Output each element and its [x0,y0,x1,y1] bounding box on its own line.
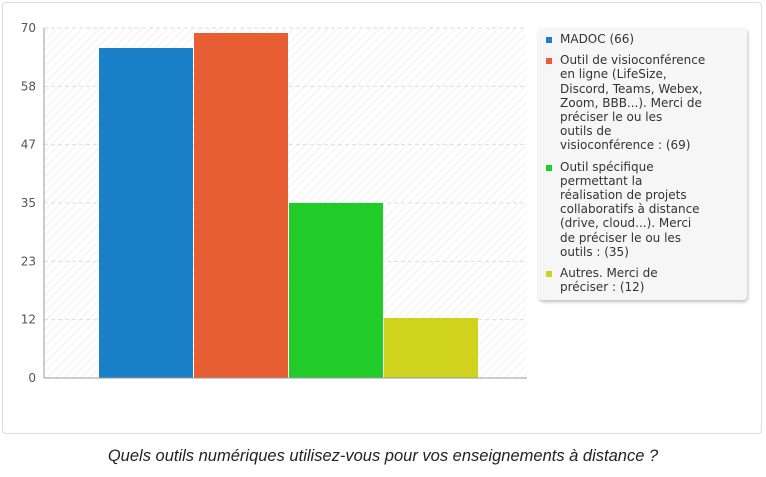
legend-item: MADOC (66) [546,32,741,46]
legend-item: Autres. Merci de préciser : (12) [546,266,741,294]
y-tick-label: 58 [21,79,36,93]
legend: MADOC (66) Outil de visioconférence en lig… [538,28,747,300]
legend-label: Discord, Teams, Webex, [560,81,703,96]
legend-label: de préciser le ou les [560,230,682,245]
bar [384,318,478,378]
legend-label: (drive, cloud...). Merci [560,216,692,231]
legend-swatch [546,37,552,43]
legend-label: Autres. Merci de [560,266,658,281]
legend-swatch [546,271,552,278]
y-tick-label: 70 [21,21,36,35]
legend-item: Outil de visioconférence en ligne (LifeSi… [546,53,741,152]
y-tick-label: 35 [21,196,36,210]
axes [43,28,527,379]
legend-label: réalisation de projets [560,188,687,203]
legend-label: MADOC (66) [560,32,635,46]
legend-label: outils : (35) [560,244,629,259]
bar-chart: 0 12 23 35 47 58 70 [21,21,527,385]
y-tick-label: 47 [21,138,36,152]
bars [99,33,478,378]
chart-caption: Quels outils numériques utilisez-vous po… [107,447,659,465]
legend-item: Outil spécifique permettant la réalisation… [546,160,741,259]
legend-list: MADOC (66) Outil de visioconférence en lig… [546,32,741,294]
bar [99,48,193,378]
legend-swatch [546,164,552,171]
bar [289,203,383,378]
legend-label: collaboratifs à distance [560,202,700,217]
legend-label: outils de [560,124,612,139]
y-tick-label: 12 [21,313,36,327]
legend-label: Outil spécifique [560,159,654,174]
legend-label: préciser le ou les [560,110,663,125]
y-tick-labels: 0 12 23 35 47 58 70 [21,21,36,385]
y-tick-label: 23 [21,254,36,268]
legend-label: Zoom, BBB...). Merci de [560,95,702,110]
legend-swatch [546,58,552,65]
legend-label: Outil de visioconférence [560,53,706,68]
legend-label: préciser : (12) [560,280,645,295]
legend-label: en ligne (LifeSize, [560,67,667,82]
bar [194,33,288,378]
legend-label: visioconférence : (69) [560,138,691,153]
y-tick-label: 0 [28,371,36,385]
legend-label: permettant la [560,173,643,188]
